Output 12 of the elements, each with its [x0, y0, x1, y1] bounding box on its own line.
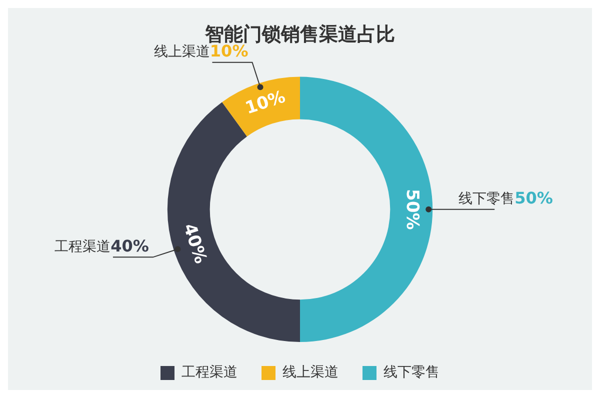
chart-title: 智能门锁销售渠道占比: [204, 23, 395, 46]
legend-label: 线下零售: [384, 364, 440, 381]
data-label: 10%: [242, 87, 288, 119]
legend-label: 线上渠道: [282, 364, 338, 381]
slice-label: 线上渠道: [154, 44, 210, 60]
text: 40%: [110, 236, 149, 256]
legend-label: 工程渠道: [182, 364, 238, 381]
slice-label: 工程渠道: [54, 238, 111, 255]
data-label: 50%: [402, 189, 422, 230]
text: 50%: [514, 188, 553, 208]
slice-label: 线下零售: [458, 191, 515, 208]
data-label: 40%: [178, 221, 210, 266]
